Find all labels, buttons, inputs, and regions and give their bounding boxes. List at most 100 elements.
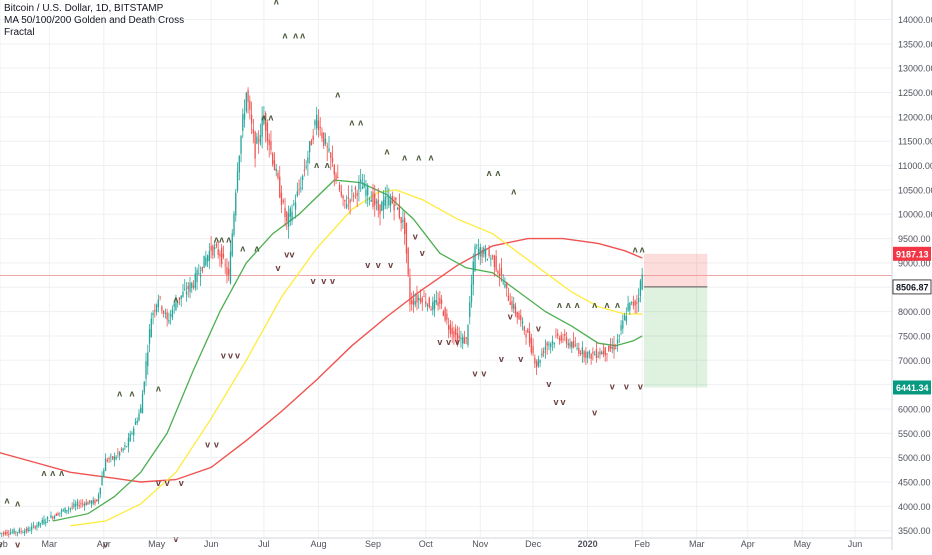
fractal-up-marker: ʌ [117,388,122,398]
fractal-down-marker: v [518,354,523,364]
candle-body [544,346,547,351]
candle-body [82,503,84,505]
candle-body [53,515,56,519]
candle-body [539,360,541,363]
indicator-fractal-label[interactable]: Fractal [4,27,35,38]
candle-body [354,187,357,190]
candle-body [247,90,249,102]
candle-body [370,199,372,202]
y-tick-label: 9000.00 [898,258,931,268]
candle-body [618,335,620,337]
candle-body [284,207,286,218]
candle-body [419,298,422,302]
candle-body [11,531,13,533]
candle-body [595,349,598,359]
indicator-ma-label[interactable]: MA 50/100/200 Golden and Death Cross [4,15,185,26]
fractal-down-marker: v [610,382,615,392]
candle-body [411,300,413,305]
candle-body [523,326,525,331]
fractal-up-marker: ʌ [640,245,645,255]
candle-body [400,216,402,224]
fractal-up-marker: ʌ [429,153,434,163]
candle-body [0,532,1,534]
fractal-up-marker: ʌ [41,468,46,478]
candle-body [256,136,258,144]
candle-body [62,509,64,511]
candle-body [398,204,401,218]
candle-body [625,315,627,322]
candle-body [483,247,485,255]
fractal-up-marker: ʌ [335,89,340,99]
candle-body [601,352,603,355]
stop-price-label-bg [893,246,931,261]
candle-body [428,297,430,308]
candle-body [384,196,386,206]
candle-body [389,200,392,206]
candle-body [581,347,584,355]
fractal-up-marker: ʌ [254,244,259,254]
candle-body [388,197,390,206]
candle-body [67,508,70,510]
candle-body [273,160,276,171]
fractal-down-marker: v [235,350,240,360]
fractal-up-marker: ʌ [592,300,597,310]
candle-body [46,517,49,520]
candle-body [152,313,154,316]
candle-body [90,501,93,505]
fractal-up-marker: ʌ [566,300,571,310]
x-tick-label: Feb [634,539,650,549]
candle-body [416,295,418,303]
stop-loss-zone [643,253,708,287]
fractal-down-marker: v [499,354,504,364]
candle-body [326,146,328,148]
candle-body [597,355,599,357]
fractal-markers: ʌ ʌʌ ʌ ʌʌ ʌ ʌʌʌ ʌ ʌʌ ʌʌ ʌʌʌ ʌ ʌʌ ʌʌʌ ʌʌʌ ʌ ʌʌ ʌʌʌ ʌ ʌ ʌ ʌ ʌʌ ʌ… [0,0,645,550]
candle-body [352,195,355,197]
candle-body [578,348,580,354]
candle-body [185,291,188,295]
grid [0,0,892,538]
chart-legend: Bitcoin / U.S. Dollar, 1D, BITSTAMP MA 5… [4,3,184,39]
fractal-down-marker: v [420,248,425,258]
y-tick-label: 6000.00 [898,404,931,414]
candle-body [564,333,566,336]
candle-body [213,246,216,250]
candle-body [261,118,263,137]
candle-body [528,331,531,344]
symbol-title[interactable]: Bitcoin / U.S. Dollar, 1D, BITSTAMP [4,3,164,14]
candle-body [449,324,452,334]
x-tick-label: Mar [689,539,705,549]
candle-body [279,176,281,198]
y-tick-label: 4500.00 [898,478,931,488]
candle-body [447,325,450,330]
candle-body [634,300,636,306]
candle-body [360,179,362,182]
candle-body [477,248,480,255]
candle-body [104,458,107,471]
long-short-position-tool[interactable] [0,253,892,388]
fractal-down-marker: v [437,337,442,347]
candle-body [78,504,80,507]
candle-body [215,244,218,247]
candle-body [316,114,318,129]
fractal-up-marker: ʌ [129,388,134,398]
candle-body [118,451,121,456]
candle-body [516,312,518,318]
fractal-up-marker: ʌ [226,234,231,244]
candle-body [60,509,63,513]
candle-body [396,208,399,210]
candle-body [64,507,66,513]
fractal-down-marker: v [473,368,478,378]
candle-body [588,351,591,354]
candle-body [134,421,137,425]
candle-body [395,197,397,201]
fractal-down-marker: v [638,382,643,392]
candle-body [602,350,605,355]
candle-body [303,169,306,171]
stop-price-label: 9187.13 [896,249,929,259]
y-tick-label: 14000.00 [898,15,932,25]
candle-body [560,335,562,342]
